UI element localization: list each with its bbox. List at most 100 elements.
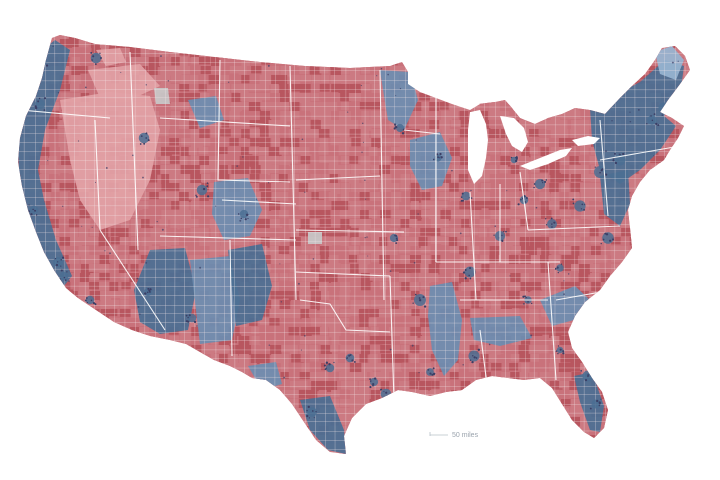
county: [340, 462, 352, 472]
county: [658, 435, 667, 446]
county: [100, 363, 110, 373]
county: [339, 282, 351, 293]
county: [120, 336, 131, 344]
county: [150, 381, 162, 390]
city-dot: [461, 410, 464, 412]
city-dot: [389, 348, 392, 351]
city-dot: [572, 198, 575, 201]
county: [619, 291, 632, 300]
county: [361, 147, 372, 156]
county: [248, 399, 258, 410]
county: [29, 48, 40, 56]
county: [100, 35, 110, 38]
county: [481, 237, 493, 245]
county: [301, 102, 311, 111]
county: [540, 57, 549, 68]
county: [350, 273, 359, 281]
county: [80, 264, 94, 275]
county: [199, 435, 213, 443]
county: [689, 417, 690, 425]
county: [548, 408, 562, 418]
county: [219, 75, 232, 84]
county: [630, 354, 643, 363]
county: [50, 435, 64, 445]
county: [391, 129, 404, 137]
county: [449, 408, 461, 416]
city-dot: [156, 221, 158, 223]
city-dot: [188, 314, 191, 317]
county: [429, 66, 439, 75]
county: [18, 309, 31, 318]
county: [499, 75, 512, 83]
county: [599, 264, 610, 273]
county: [670, 417, 683, 428]
county: [320, 237, 333, 248]
county: [209, 372, 222, 383]
county: [119, 363, 133, 373]
county: [480, 183, 494, 191]
city-dot: [23, 200, 26, 202]
county: [269, 435, 282, 444]
county: [140, 228, 152, 239]
city-dot: [583, 204, 586, 206]
county: [439, 192, 450, 201]
county: [488, 57, 498, 68]
county: [38, 192, 52, 201]
county: [380, 210, 391, 219]
metro-area: [196, 184, 208, 196]
county: [519, 237, 530, 247]
county: [489, 453, 501, 454]
county: [328, 192, 338, 202]
county: [409, 57, 422, 67]
county: [660, 192, 669, 201]
county: [251, 345, 260, 354]
city-dot: [501, 239, 504, 242]
county: [598, 435, 608, 444]
county: [279, 462, 291, 473]
county: [601, 336, 614, 344]
county: [351, 138, 363, 147]
county: [449, 102, 462, 112]
county: [310, 39, 323, 47]
city-dot: [514, 159, 518, 163]
county: [499, 282, 509, 291]
county: [18, 120, 20, 130]
city-dot: [227, 81, 230, 83]
county: [219, 345, 229, 353]
county: [250, 390, 262, 401]
county: [138, 372, 151, 380]
county: [608, 75, 618, 86]
county: [631, 336, 643, 344]
city-dot: [611, 120, 613, 122]
county: [458, 408, 468, 418]
county: [469, 345, 479, 355]
county: [559, 57, 572, 68]
county: [271, 300, 281, 309]
county: [430, 219, 443, 229]
county: [529, 345, 541, 354]
county: [220, 246, 231, 257]
county: [39, 174, 49, 185]
county: [128, 39, 139, 48]
city-dot: [605, 290, 607, 292]
county: [340, 35, 349, 39]
county: [600, 381, 610, 392]
city-dot: [533, 186, 535, 189]
city-dot: [185, 314, 188, 317]
county: [279, 282, 290, 292]
county: [689, 111, 690, 120]
county: [619, 435, 631, 443]
county: [319, 156, 332, 164]
county: [230, 372, 243, 382]
county: [329, 39, 340, 47]
county: [29, 462, 38, 471]
county: [650, 237, 660, 246]
city-dot: [237, 213, 240, 215]
county: [299, 381, 308, 389]
county: [559, 444, 572, 454]
county: [230, 129, 244, 138]
county: [221, 453, 234, 454]
county: [360, 246, 374, 254]
county: [520, 282, 532, 293]
county: [459, 336, 472, 347]
